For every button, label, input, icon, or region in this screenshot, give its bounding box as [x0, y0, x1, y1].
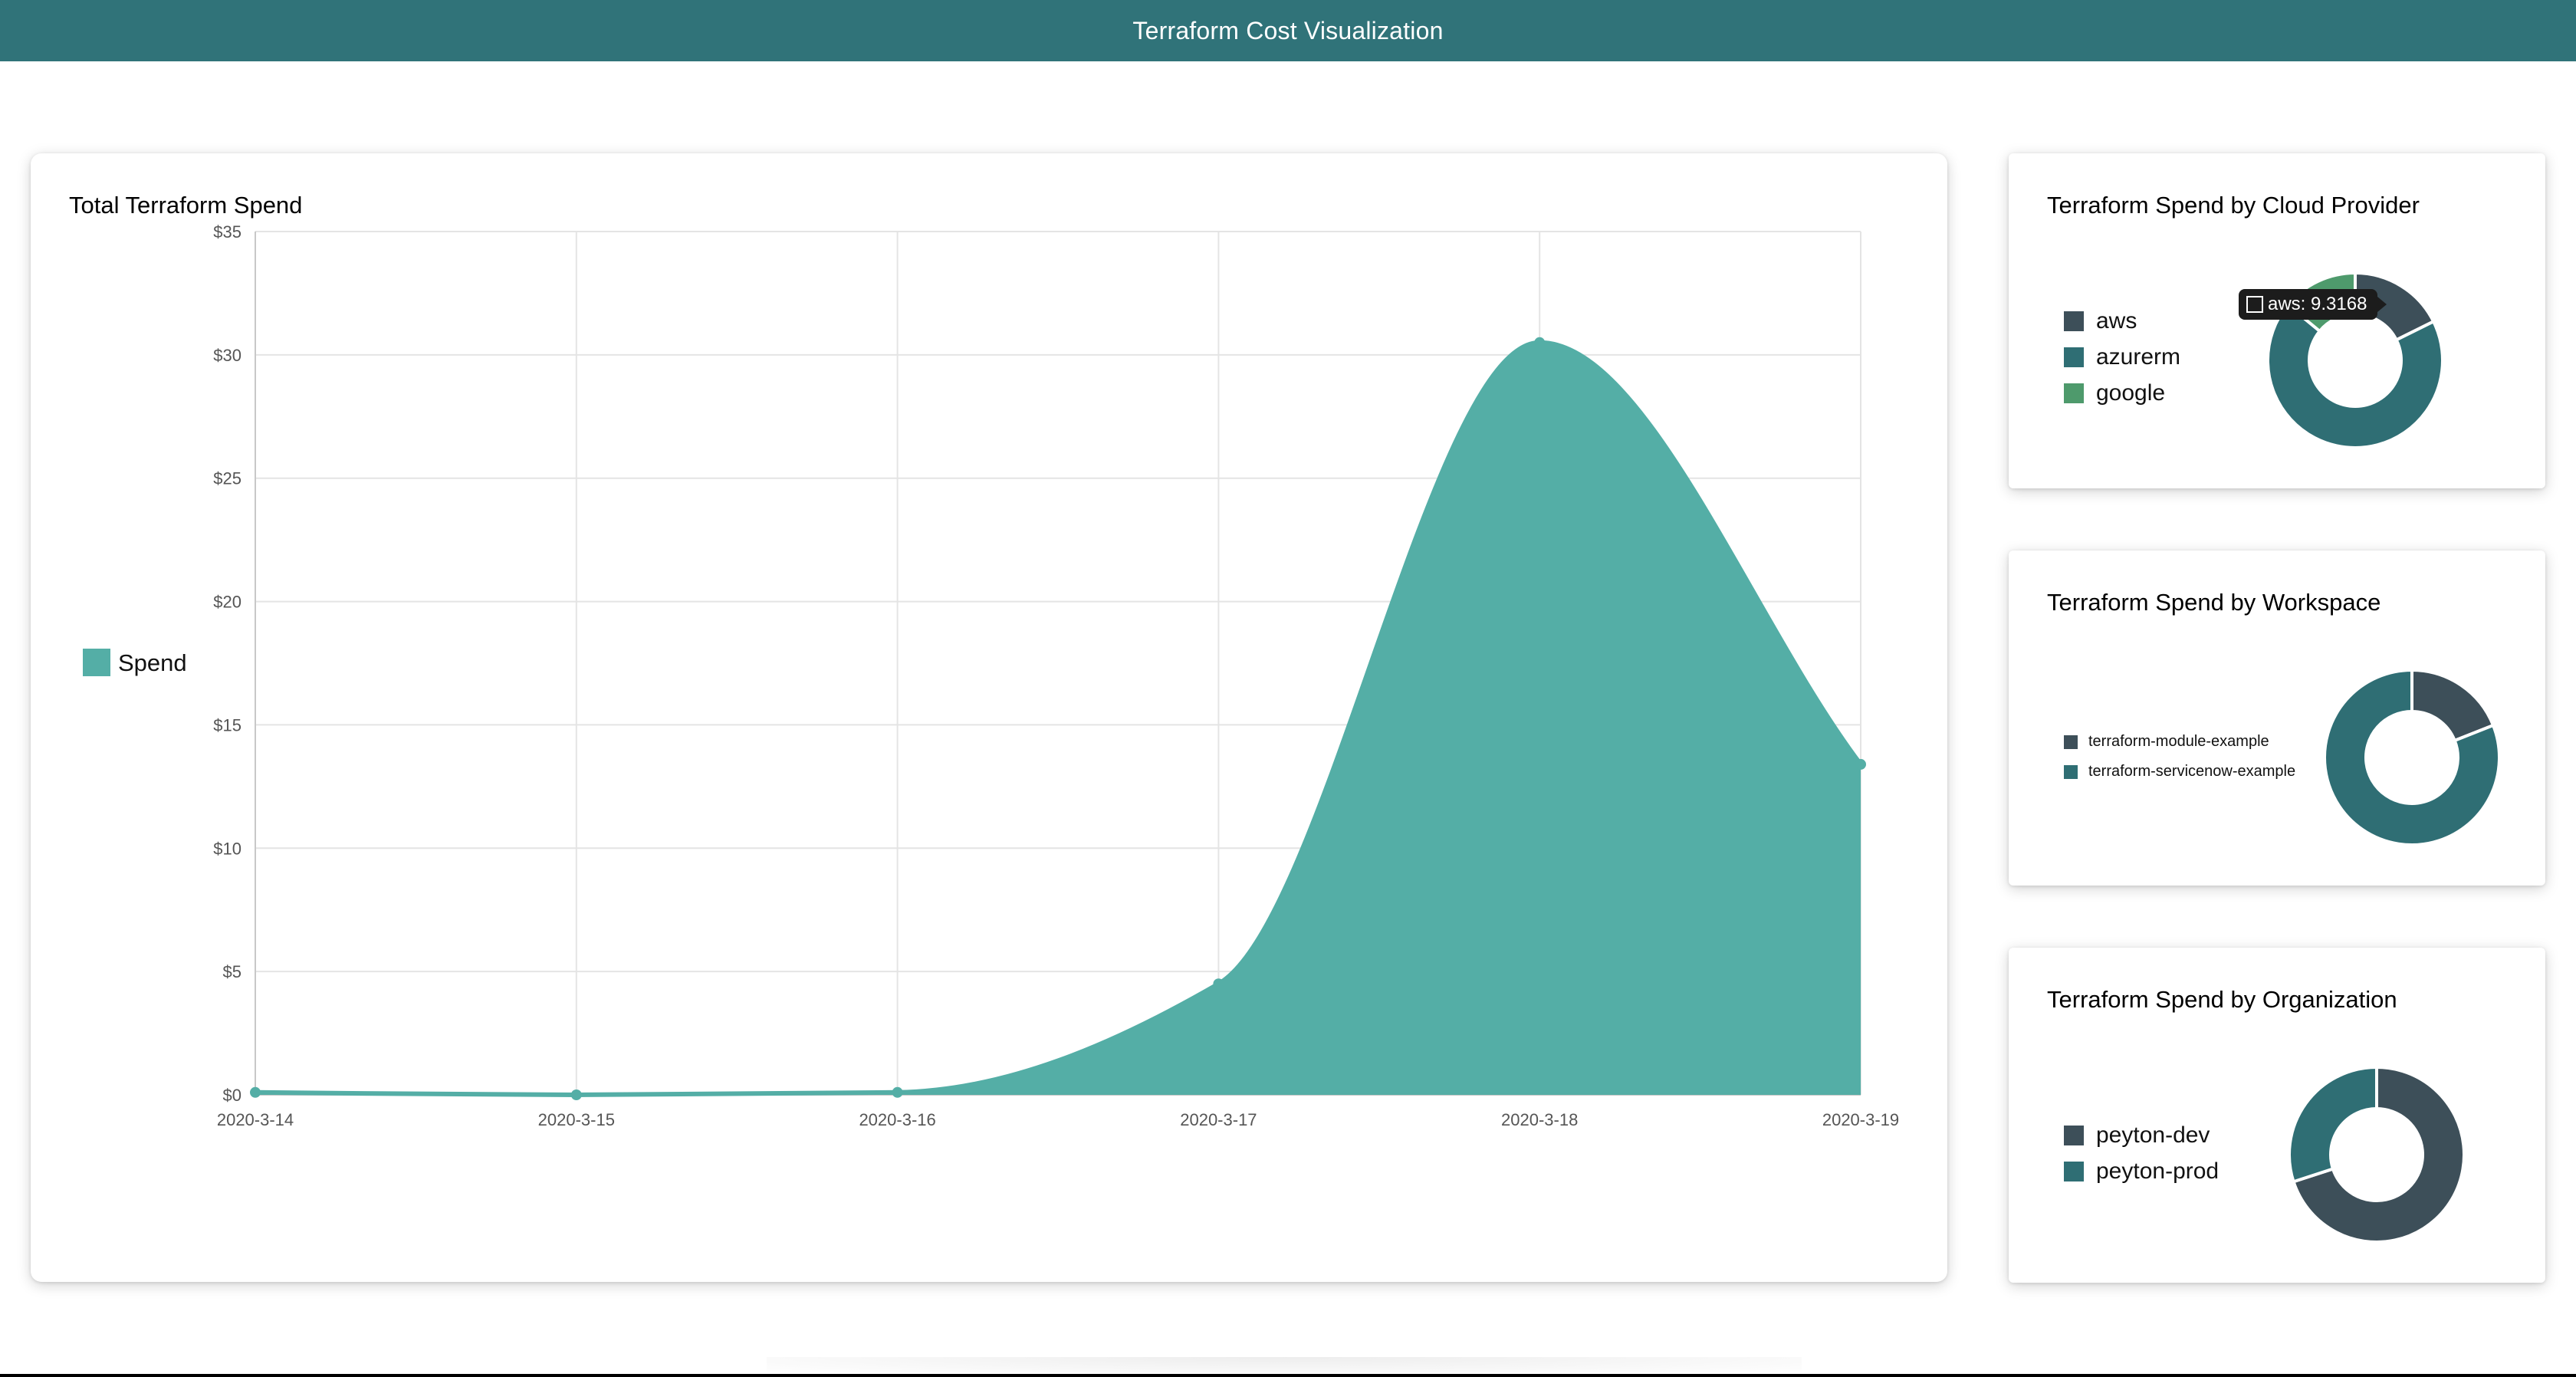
- legend-swatch: [2064, 764, 2078, 779]
- provider-card: Terraform Spend by Cloud Provider aws azu…: [2009, 153, 2545, 488]
- spend-point[interactable]: [1213, 978, 1224, 990]
- provider-legend: aws azurerm google: [2064, 308, 2180, 416]
- organization-donut: [2288, 1065, 2466, 1244]
- legend-label: terraform-servicenow-example: [2088, 763, 2296, 780]
- spend-point[interactable]: [570, 1089, 582, 1100]
- provider-title: Terraform Spend by Cloud Provider: [2047, 192, 2420, 219]
- total-spend-chart: $0 $5 $10 $15 $20 $25 $30 $35 2020-3-14 2020-3-15…: [83, 222, 1899, 1129]
- spend-point[interactable]: [250, 1086, 261, 1098]
- legend-item-terraform-module-example[interactable]: terraform-module-example: [2064, 733, 2295, 751]
- legend-label: peyton-prod: [2096, 1158, 2220, 1184]
- legend-label: peyton-dev: [2096, 1122, 2210, 1148]
- provider-tooltip: aws: 9.3168: [2239, 289, 2387, 320]
- legend-label: google: [2096, 380, 2166, 406]
- workspace-card: Terraform Spend by Workspace terraform-m…: [2009, 550, 2545, 886]
- total-spend-title: Total Terraform Spend: [69, 192, 303, 219]
- x-tick-label: 2020-3-14: [217, 1110, 294, 1129]
- legend-item-google[interactable]: google: [2064, 380, 2180, 406]
- legend-swatch: [2064, 383, 2084, 403]
- spend-legend-swatch: [83, 649, 110, 676]
- x-tick-label: 2020-3-17: [1180, 1110, 1257, 1129]
- tooltip-text: aws: 9.3168: [2268, 294, 2367, 314]
- y-tick-label: $5: [223, 962, 242, 981]
- organization-title: Terraform Spend by Organization: [2047, 986, 2397, 1013]
- legend-label: aws: [2096, 308, 2137, 334]
- y-tick-label: $20: [213, 593, 242, 612]
- spend-point[interactable]: [892, 1086, 903, 1098]
- y-tick-label: $30: [213, 346, 242, 365]
- x-tick-label: 2020-3-18: [1501, 1110, 1578, 1129]
- bottom-shadow: [767, 1357, 1802, 1374]
- legend-swatch: [2064, 1126, 2084, 1145]
- legend-swatch: [2064, 1162, 2084, 1181]
- legend-swatch: [2064, 347, 2084, 367]
- total-spend-card: Total Terraform Spend $0 $5 $10 $15 $20 $25 $3…: [31, 153, 1947, 1282]
- y-tick-label: $35: [213, 222, 242, 242]
- x-tick-label: 2020-3-16: [859, 1110, 935, 1129]
- tooltip-swatch: [2246, 296, 2263, 313]
- donut-slice-peyton-prod[interactable]: [2288, 1065, 2378, 1184]
- x-tick-label: 2020-3-19: [1822, 1110, 1899, 1129]
- y-tick-label: $15: [213, 715, 242, 735]
- workspace-donut: [2323, 668, 2501, 846]
- organization-card: Terraform Spend by Organization peyton-d…: [2009, 948, 2545, 1283]
- legend-item-azurerm[interactable]: azurerm: [2064, 344, 2180, 370]
- y-tick-label: $25: [213, 469, 242, 488]
- donut-slice-terraform-servicenow-example[interactable]: [2323, 668, 2501, 846]
- legend-item-aws[interactable]: aws: [2064, 308, 2180, 334]
- x-tick-label: 2020-3-15: [538, 1110, 615, 1129]
- spend-legend-label: Spend: [118, 649, 187, 676]
- workspace-title: Terraform Spend by Workspace: [2047, 589, 2381, 616]
- legend-label: azurerm: [2096, 344, 2181, 370]
- organization-legend: peyton-dev peyton-prod: [2064, 1122, 2219, 1195]
- legend-swatch: [2064, 311, 2084, 331]
- y-tick-label: $0: [223, 1086, 242, 1105]
- legend-swatch: [2064, 735, 2078, 749]
- spend-area: [255, 342, 1861, 1095]
- legend-item-peyton-prod[interactable]: peyton-prod: [2064, 1158, 2219, 1185]
- legend-label: terraform-module-example: [2088, 733, 2269, 750]
- y-tick-label: $10: [213, 839, 242, 858]
- spend-point[interactable]: [1855, 758, 1866, 770]
- legend-item-peyton-dev[interactable]: peyton-dev: [2064, 1122, 2219, 1149]
- bottom-border: [0, 1374, 2576, 1377]
- app-title: Terraform Cost Visualization: [1132, 16, 1444, 44]
- donut-slice-azurerm[interactable]: [2266, 302, 2444, 449]
- donut-slice-peyton-dev[interactable]: [2292, 1065, 2466, 1244]
- legend-item-terraform-servicenow-example[interactable]: terraform-servicenow-example: [2064, 763, 2295, 781]
- workspace-legend: terraform-module-example terraform-servic…: [2064, 733, 2295, 793]
- app-header: Terraform Cost Visualization: [0, 0, 2576, 61]
- spend-point[interactable]: [1534, 337, 1546, 348]
